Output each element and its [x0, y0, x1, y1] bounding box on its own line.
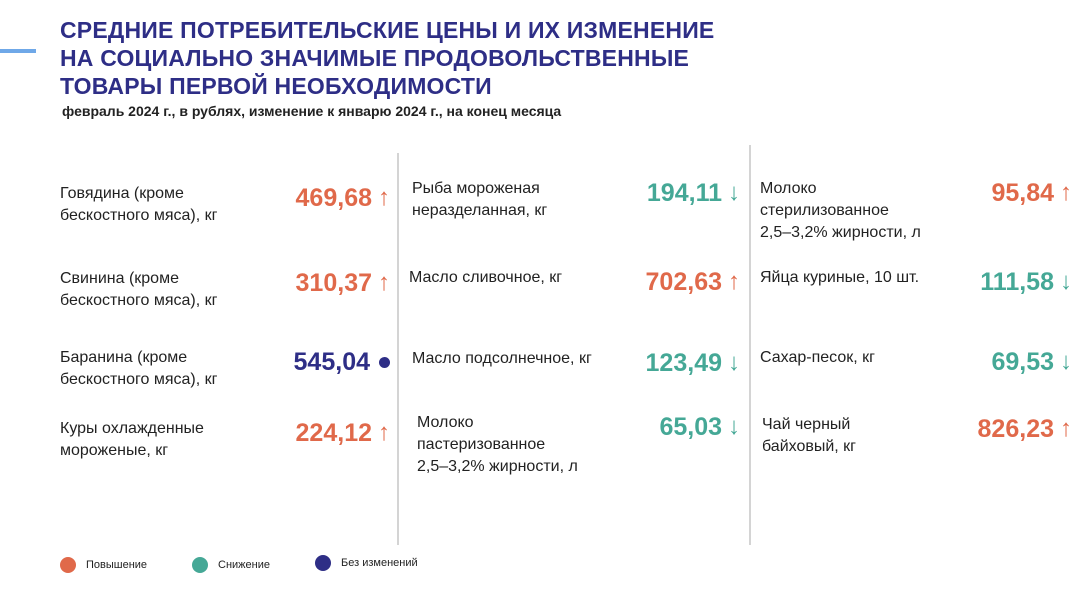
legend-decrease-label: Снижение [218, 559, 270, 571]
title-line-2: НА СОЦИАЛЬНО ЗНАЧИМЫЕ ПРОДОВОЛЬСТВЕННЫЕ [60, 45, 690, 71]
price-value: 65,03 [659, 413, 722, 441]
item-label: Рыба мороженая неразделанная, кг [412, 178, 547, 222]
price-item: Масло подсолнечное, кг 123,49 ↓ [412, 348, 740, 378]
arrow-up-icon: ↑ [378, 269, 390, 296]
price-item: Молоко пастеризованное 2,5–3,2% жирности, … [417, 412, 740, 478]
page-subtitle: февраль 2024 г., в рублях, изменение к я… [62, 103, 562, 119]
item-label-line: Свинина (кроме [60, 270, 179, 287]
title-line-3: ТОВАРЫ ПЕРВОЙ НЕОБХОДИМОСТИ [60, 73, 492, 99]
item-label: Яйца куриные, 10 шт. [760, 267, 919, 289]
price-item: Масло сливочное, кг 702,63 ↑ [409, 267, 740, 297]
price-item: Говядина (кроме бескостного мяса), кг 469,… [60, 183, 390, 227]
item-label-line: стерилизованное [760, 202, 889, 219]
price-value: 111,58 [980, 268, 1054, 296]
price-item: Баранина (кроме бескостного мяса), кг 545,… [60, 347, 390, 391]
item-label-line: Рыба мороженая [412, 180, 540, 197]
item-label: Сахар-песок, кг [760, 347, 875, 369]
arrow-down-icon: ↓ [728, 413, 740, 440]
item-label-line: Молоко [760, 180, 817, 197]
item-price: 95,84 ↑ [991, 178, 1072, 208]
accent-bar [0, 49, 36, 53]
item-label: Куры охлажденные мороженые, кг [60, 418, 204, 462]
column-divider-2 [749, 145, 751, 545]
legend-unchanged: Без изменений [315, 555, 418, 571]
arrow-down-icon: ↓ [1060, 348, 1072, 375]
item-label-line: Куры охлажденные [60, 420, 204, 437]
price-item: Сахар-песок, кг 69,53 ↓ [760, 347, 1072, 377]
item-label-line: неразделанная, кг [412, 202, 548, 219]
legend-decrease: Снижение [192, 557, 270, 573]
item-price: 224,12 ↑ [296, 418, 390, 448]
item-price: 69,53 ↓ [991, 347, 1072, 377]
price-value: 123,49 [645, 349, 722, 377]
item-label-line: Масло сливочное, кг [409, 269, 563, 286]
price-value: 69,53 [991, 348, 1054, 376]
arrow-up-icon: ↑ [1060, 415, 1072, 442]
price-value: 95,84 [991, 179, 1054, 207]
price-item: Свинина (кроме бескостного мяса), кг 310,3… [60, 268, 390, 312]
title-line-1: СРЕДНИЕ ПОТРЕБИТЕЛЬСКИЕ ЦЕНЫ И ИХ ИЗМЕНЕ… [60, 17, 715, 43]
item-price: 469,68 ↑ [296, 183, 390, 213]
item-price: 194,11 ↓ [647, 178, 740, 208]
legend-increase-dot [60, 557, 76, 573]
item-label: Баранина (кроме бескостного мяса), кг [60, 347, 217, 391]
item-price: 545,04 [294, 347, 390, 377]
item-label-line: Говядина (кроме [60, 185, 184, 202]
item-label-line: бескостного мяса), кг [60, 292, 218, 309]
item-label-line: бескостного мяса), кг [60, 207, 218, 224]
legend-increase-label: Повышение [86, 559, 148, 571]
price-item: Чай черный байховый, кг 826,23 ↑ [762, 414, 1072, 458]
arrow-down-icon: ↓ [1060, 268, 1072, 295]
item-label-line: Баранина (кроме [60, 349, 188, 366]
item-label: Свинина (кроме бескостного мяса), кг [60, 268, 217, 312]
price-value: 310,37 [295, 269, 372, 297]
item-label: Молоко пастеризованное 2,5–3,2% жирности, … [417, 412, 578, 478]
item-price: 123,49 ↓ [646, 348, 740, 378]
arrow-up-icon: ↑ [378, 184, 390, 211]
legend-unchanged-label: Без изменений [341, 557, 418, 569]
unchanged-dot-icon [379, 356, 390, 368]
item-label-line: 2,5–3,2% жирности, л [760, 224, 921, 241]
item-label: Молоко стерилизованное 2,5–3,2% жирности, … [760, 178, 921, 244]
price-value: 826,23 [977, 415, 1054, 443]
item-label-line: пастеризованное [417, 436, 546, 453]
arrow-up-icon: ↑ [728, 268, 740, 295]
item-label-line: Сахар-песок, кг [760, 349, 875, 366]
item-label-line: байховый, кг [762, 438, 857, 455]
item-label: Говядина (кроме бескостного мяса), кг [60, 183, 217, 227]
price-item: Яйца куриные, 10 шт. 111,58 ↓ [760, 267, 1072, 297]
price-item: Молоко стерилизованное 2,5–3,2% жирности, … [760, 178, 1072, 244]
item-label-line: Яйца куриные, 10 шт. [760, 269, 920, 286]
arrow-up-icon: ↑ [378, 419, 390, 446]
item-price: 826,23 ↑ [978, 414, 1072, 444]
item-label: Масло сливочное, кг [409, 267, 562, 289]
legend-increase: Повышение [60, 557, 147, 573]
price-value: 194,11 [646, 179, 722, 207]
price-item: Рыба мороженая неразделанная, кг 194,11 ↓ [412, 178, 740, 222]
price-value: 702,63 [645, 268, 722, 296]
item-label-line: Чай черный [762, 416, 851, 433]
item-label-line: мороженые, кг [60, 442, 169, 459]
item-price: 702,63 ↑ [646, 267, 740, 297]
item-label-line: Молоко [417, 414, 474, 431]
price-value: 469,68 [295, 184, 372, 212]
price-value: 224,12 [295, 419, 372, 447]
item-price: 310,37 ↑ [296, 268, 390, 298]
item-price: 65,03 ↓ [659, 412, 740, 442]
page-title: СРЕДНИЕ ПОТРЕБИТЕЛЬСКИЕ ЦЕНЫ И ИХ ИЗМЕНЕ… [60, 16, 714, 100]
item-label-line: бескостного мяса), кг [60, 371, 218, 388]
price-item: Куры охлажденные мороженые, кг 224,12 ↑ [60, 418, 390, 462]
item-label-line: 2,5–3,2% жирности, л [417, 458, 578, 475]
item-label-line: Масло подсолнечное, кг [412, 350, 592, 367]
arrow-down-icon: ↓ [728, 349, 740, 376]
legend-decrease-dot [192, 557, 208, 573]
item-label: Масло подсолнечное, кг [412, 348, 592, 370]
arrow-up-icon: ↑ [1060, 179, 1072, 206]
arrow-down-icon: ↓ [728, 179, 740, 206]
price-value: 545,04 [293, 348, 370, 376]
item-label: Чай черный байховый, кг [762, 414, 856, 458]
item-price: 111,58 ↓ [980, 267, 1072, 297]
legend-unchanged-dot [315, 555, 331, 571]
column-divider-1 [397, 153, 399, 545]
